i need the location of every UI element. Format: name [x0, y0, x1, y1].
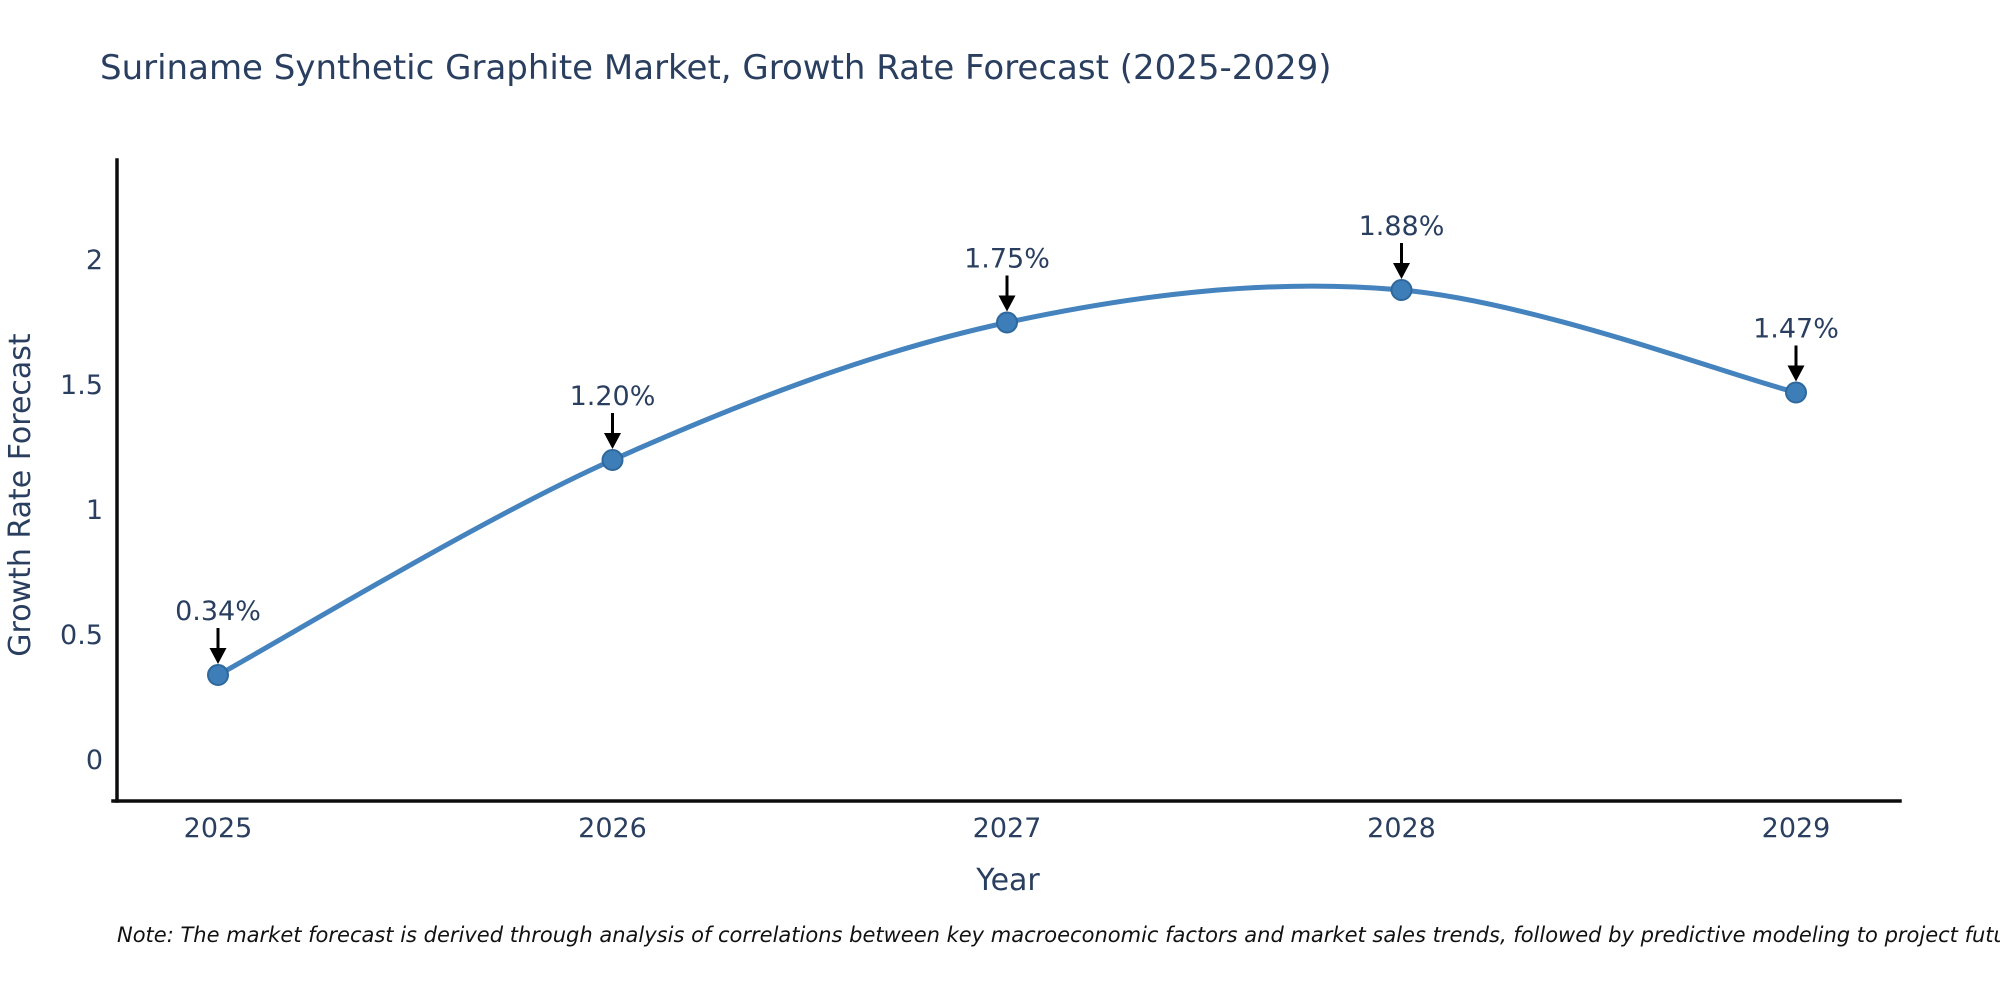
- data-point-marker: [1785, 381, 1807, 404]
- point-value-label: 1.47%: [1753, 314, 1839, 345]
- x-tick-label: 2026: [578, 813, 647, 844]
- point-value-label: 1.75%: [964, 244, 1050, 275]
- y-tick-label: 1: [86, 495, 103, 526]
- x-tick-label: 2025: [184, 813, 253, 844]
- footnote: Note: The market forecast is derived thr…: [117, 923, 2000, 947]
- data-markers: [207, 279, 1807, 686]
- y-tick-label: 0.5: [60, 620, 103, 651]
- data-point-marker: [207, 664, 229, 686]
- series-line: [215, 283, 1799, 678]
- annotation-arrow-head: [1787, 365, 1805, 382]
- y-axis-title: Growth Rate Forecast: [3, 333, 38, 657]
- point-value-label: 1.20%: [570, 381, 656, 412]
- data-point-marker: [1390, 279, 1413, 301]
- x-tick-label: 2028: [1367, 813, 1436, 844]
- chart-title: Suriname Synthetic Graphite Market, Grow…: [100, 48, 1332, 88]
- annotation-arrow-head: [604, 433, 621, 449]
- point-value-label: 0.34%: [175, 596, 261, 627]
- data-point-marker: [601, 449, 624, 471]
- y-tick-label: 1.5: [60, 370, 103, 401]
- point-value-label: 1.88%: [1359, 211, 1445, 242]
- x-axis-title: Year: [975, 863, 1040, 898]
- y-axis-ticks: 0 0.5 1 1.5 2: [60, 245, 103, 776]
- y-tick-label: 0: [86, 745, 103, 776]
- annotation-arrow-head: [998, 295, 1016, 312]
- x-tick-label: 2027: [973, 813, 1042, 844]
- point-annotations: 0.34% 1.20% 1.75% 1.88% 1.47%: [175, 211, 1839, 664]
- x-axis-ticks: 2025 2026 2027 2028 2029: [184, 813, 1831, 844]
- data-point-marker: [996, 311, 1018, 334]
- y-tick-label: 2: [86, 245, 103, 276]
- annotation-arrow-head: [1393, 263, 1410, 279]
- annotation-arrow-head: [209, 648, 227, 664]
- x-tick-label: 2029: [1762, 813, 1831, 844]
